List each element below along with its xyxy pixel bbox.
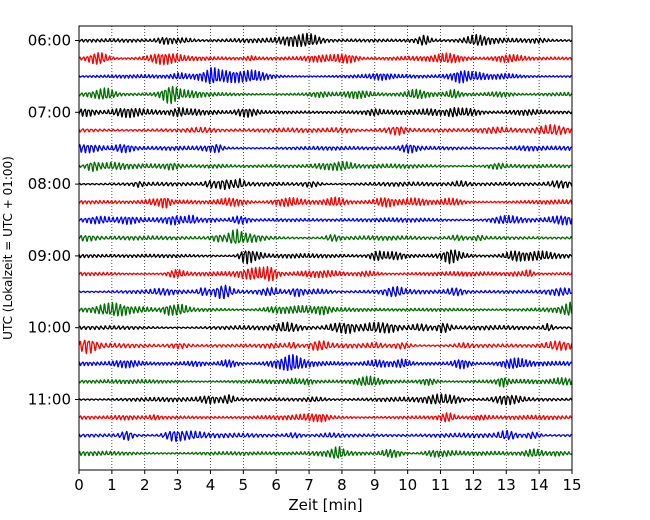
trace-1000 [78, 321, 573, 335]
trace-0930 [78, 284, 573, 300]
trace-0745 [78, 160, 573, 172]
y-axis-label: UTC (Lokalzeit = UTC + 01:00) [1, 156, 15, 340]
x-tick-label: 14 [530, 476, 549, 494]
x-tick-label: 12 [464, 476, 483, 494]
x-tick-label: 10 [398, 476, 417, 494]
x-tick-label: 7 [304, 476, 314, 494]
y-axis-ticks: 06:00 07:00 08:00 09:00 10:00 11:00 [28, 32, 79, 409]
trace-0700 [78, 106, 573, 119]
trace-0800 [78, 178, 573, 191]
trace-0630 [78, 66, 573, 85]
trace-1030 [78, 354, 573, 372]
x-tick-label: 13 [497, 476, 516, 494]
vertical-grid [111, 26, 540, 470]
seismic-traces [78, 32, 573, 459]
plot-frame [78, 25, 573, 471]
x-axis-ticks: 0 1 2 3 4 5 6 7 8 9 10 11 12 13 14 15 [74, 470, 582, 494]
trace-1145 [78, 446, 573, 459]
x-tick-label: 11 [431, 476, 450, 494]
trace-0815 [78, 196, 573, 209]
x-axis-label: Zeit [min] [288, 496, 362, 514]
trace-0730 [78, 143, 573, 154]
trace-0715 [78, 123, 573, 136]
x-tick-label: 9 [370, 476, 380, 494]
trace-0600 [78, 32, 573, 48]
trace-0945 [78, 301, 573, 317]
x-tick-label: 5 [239, 476, 249, 494]
x-tick-label: 0 [74, 476, 84, 494]
x-tick-label: 8 [337, 476, 347, 494]
trace-0915 [78, 265, 573, 282]
trace-1045 [78, 375, 573, 388]
trace-0615 [78, 52, 573, 66]
y-tick-label: 06:00 [28, 32, 71, 50]
y-tick-label: 10:00 [28, 319, 71, 337]
trace-1015 [78, 339, 573, 355]
trace-0830 [78, 214, 573, 226]
x-tick-label: 15 [562, 476, 581, 494]
x-tick-label: 6 [271, 476, 281, 494]
y-tick-label: 07:00 [28, 103, 71, 121]
x-tick-label: 4 [206, 476, 216, 494]
x-tick-label: 3 [173, 476, 183, 494]
trace-1100 [78, 393, 573, 406]
trace-0645 [78, 85, 573, 105]
trace-1130 [78, 429, 573, 443]
trace-0845 [78, 228, 573, 244]
x-tick-label: 1 [107, 476, 117, 494]
trace-0900 [78, 249, 573, 265]
y-tick-label: 11:00 [28, 391, 71, 409]
x-tick-label: 2 [140, 476, 150, 494]
trace-1115 [78, 412, 573, 423]
y-tick-label: 08:00 [28, 175, 71, 193]
y-tick-label: 09:00 [28, 247, 71, 265]
